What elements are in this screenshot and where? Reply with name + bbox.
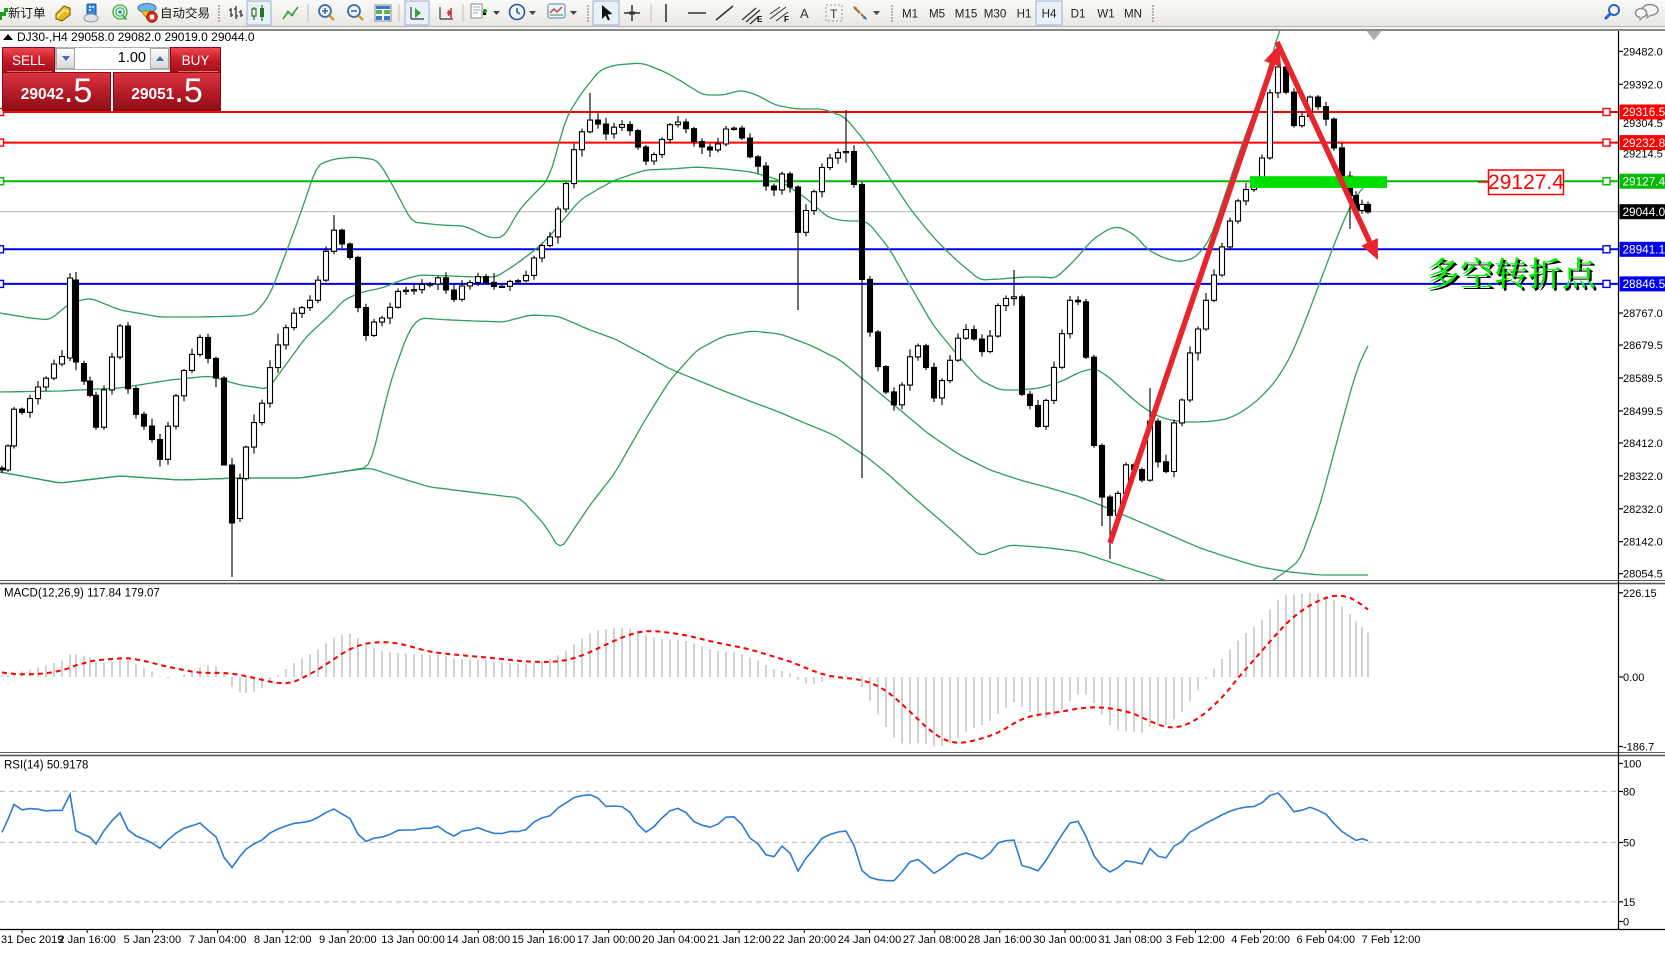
svg-text:31 Dec 2019: 31 Dec 2019 [1,934,63,946]
svg-text:30 Jan 00:00: 30 Jan 00:00 [1033,934,1097,946]
svg-text:24 Jan 04:00: 24 Jan 04:00 [838,934,902,946]
svg-text:7 Jan 04:00: 7 Jan 04:00 [189,934,247,946]
svg-text:28499.5: 28499.5 [1623,406,1663,418]
svg-text:-186.7: -186.7 [1623,742,1654,754]
svg-text:29304.5: 29304.5 [1623,118,1663,130]
svg-text:80: 80 [1623,787,1635,799]
svg-text:29232.8: 29232.8 [1623,136,1665,150]
svg-text:14 Jan 08:00: 14 Jan 08:00 [446,934,510,946]
svg-text:M15: M15 [955,8,978,21]
svg-text:28322.0: 28322.0 [1623,471,1663,483]
svg-text:17 Jan 00:00: 17 Jan 00:00 [577,934,641,946]
svg-text:4 Feb 20:00: 4 Feb 20:00 [1231,934,1290,946]
svg-text:M5: M5 [929,8,945,21]
svg-text:28412.0: 28412.0 [1623,438,1663,450]
svg-text:29392.0: 29392.0 [1623,79,1663,91]
svg-text:28232.0: 28232.0 [1623,504,1663,516]
svg-text:0.00: 0.00 [1623,672,1644,684]
svg-text:29044.0: 29044.0 [1623,205,1665,219]
svg-text:22 Jan 20:00: 22 Jan 20:00 [772,934,836,946]
svg-text:15 Jan 16:00: 15 Jan 16:00 [512,934,576,946]
svg-text:M1: M1 [902,8,918,21]
svg-text:5 Jan 23:00: 5 Jan 23:00 [124,934,182,946]
svg-text:13 Jan 00:00: 13 Jan 00:00 [381,934,445,946]
svg-text:W1: W1 [1097,8,1114,21]
svg-text:MACD(12,26,9) 117.84 179.07: MACD(12,26,9) 117.84 179.07 [4,588,160,600]
svg-text:29127.4: 29127.4 [1488,171,1564,194]
svg-text:29316.5: 29316.5 [1623,105,1665,119]
svg-text:A: A [800,6,809,21]
svg-text:28941.1: 28941.1 [1623,243,1665,257]
svg-text:H1: H1 [1017,8,1032,21]
svg-text:8 Jan 12:00: 8 Jan 12:00 [254,934,312,946]
svg-text:RSI(14) 50.9178: RSI(14) 50.9178 [4,760,88,772]
svg-text:D1: D1 [1071,8,1086,21]
svg-text:28 Jan 16:00: 28 Jan 16:00 [968,934,1032,946]
svg-text:E: E [757,15,763,24]
svg-text:MN: MN [1124,8,1142,21]
svg-text:21 Jan 12:00: 21 Jan 12:00 [707,934,771,946]
svg-text:20 Jan 04:00: 20 Jan 04:00 [642,934,706,946]
svg-text:F: F [784,15,789,24]
svg-text:3 Feb 12:00: 3 Feb 12:00 [1166,934,1225,946]
svg-text:28142.0: 28142.0 [1623,537,1663,549]
svg-text:100: 100 [1623,759,1641,771]
svg-text:28846.5: 28846.5 [1623,277,1665,291]
svg-text:50: 50 [1623,838,1635,850]
svg-text:6 Feb 04:00: 6 Feb 04:00 [1296,934,1355,946]
svg-text:28054.5: 28054.5 [1623,569,1663,581]
svg-text:226.15: 226.15 [1623,588,1657,600]
svg-text:29127.4: 29127.4 [1623,174,1665,188]
svg-text:28767.0: 28767.0 [1623,308,1663,320]
svg-text:28679.5: 28679.5 [1623,340,1663,352]
svg-text:29214.5: 29214.5 [1623,149,1663,161]
svg-text:7 Feb 12:00: 7 Feb 12:00 [1362,934,1421,946]
svg-text:9 Jan 20:00: 9 Jan 20:00 [319,934,377,946]
svg-text:T: T [830,7,838,21]
svg-text:M30: M30 [984,8,1007,21]
svg-text:27 Jan 08:00: 27 Jan 08:00 [903,934,967,946]
svg-text:H4: H4 [1042,8,1057,21]
svg-text:31 Jan 08:00: 31 Jan 08:00 [1098,934,1162,946]
svg-text:28589.5: 28589.5 [1623,373,1663,385]
svg-text:0: 0 [1623,917,1629,929]
svg-text:29482.0: 29482.0 [1623,46,1663,58]
svg-text:15: 15 [1623,897,1635,909]
svg-text:2 Jan 16:00: 2 Jan 16:00 [58,934,116,946]
